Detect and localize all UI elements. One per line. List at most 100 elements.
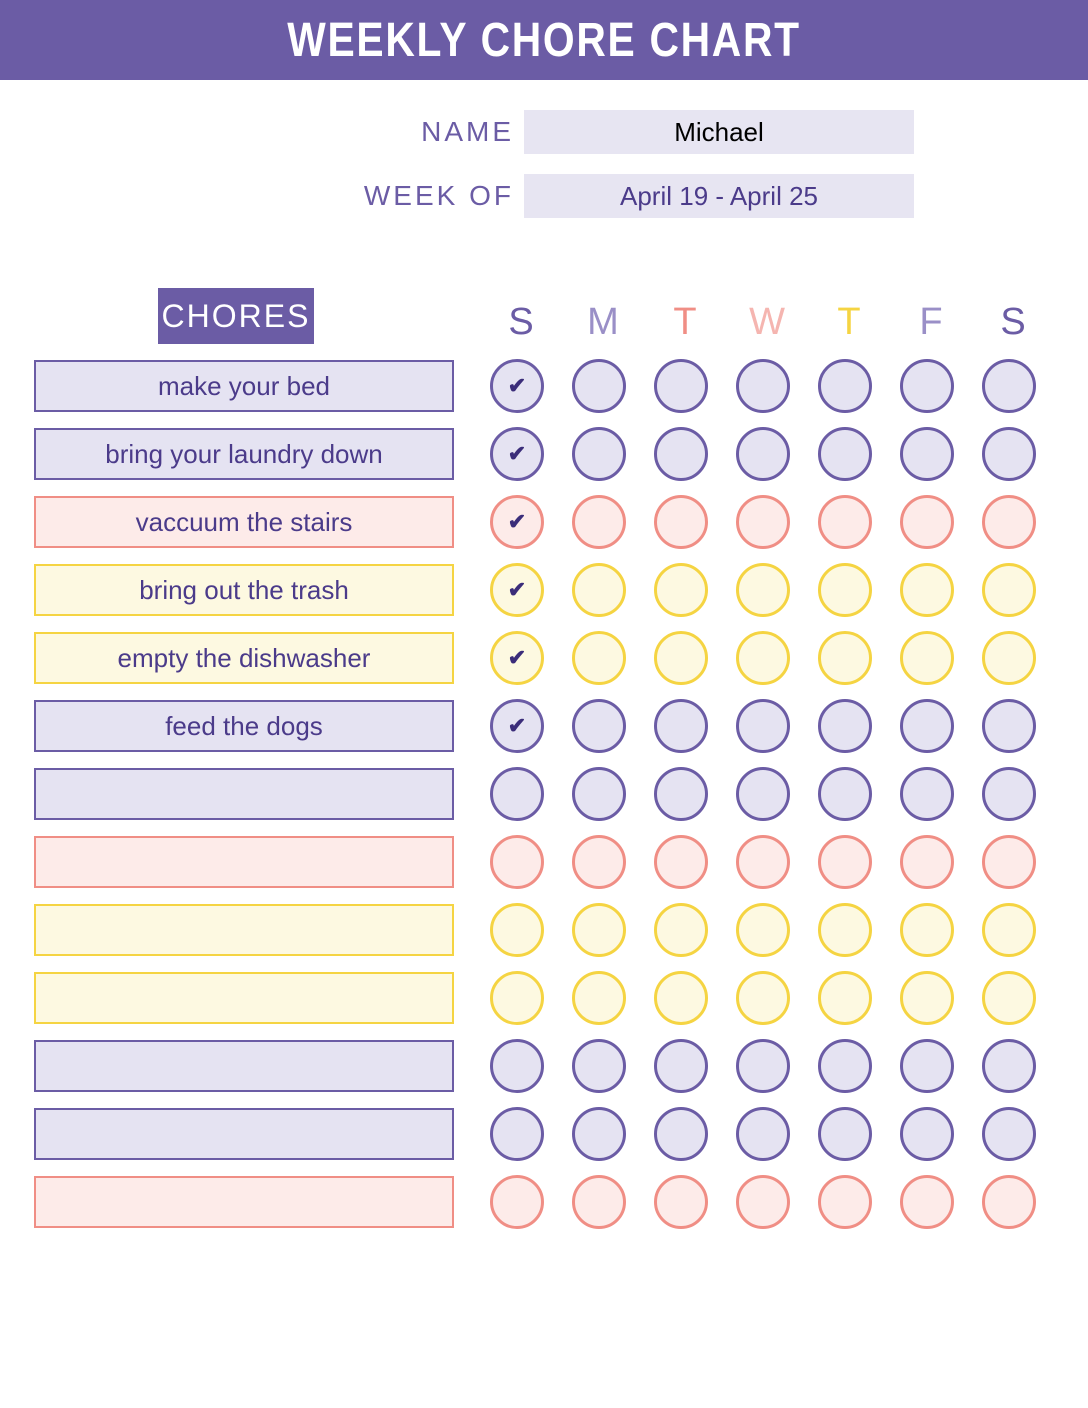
chore-checkbox[interactable] <box>654 495 708 549</box>
chore-checkbox[interactable] <box>572 1175 626 1229</box>
chore-checkbox[interactable] <box>818 495 872 549</box>
chore-checkbox[interactable] <box>818 699 872 753</box>
chore-checkbox[interactable] <box>818 903 872 957</box>
chore-checkbox[interactable] <box>982 699 1036 753</box>
chore-checkbox[interactable] <box>900 631 954 685</box>
chore-checkbox[interactable] <box>572 1107 626 1161</box>
chore-checkbox[interactable] <box>736 699 790 753</box>
chore-checkbox[interactable] <box>654 359 708 413</box>
chore-checkbox[interactable]: ✔ <box>490 699 544 753</box>
chore-label[interactable]: make your bed <box>34 360 454 412</box>
chore-checkbox[interactable] <box>572 495 626 549</box>
chore-checkbox[interactable] <box>900 1107 954 1161</box>
chore-checkbox[interactable] <box>572 767 626 821</box>
chore-checkbox[interactable] <box>982 1175 1036 1229</box>
chore-label[interactable]: bring your laundry down <box>34 428 454 480</box>
chore-checkbox[interactable] <box>818 835 872 889</box>
chore-checkbox[interactable] <box>736 1107 790 1161</box>
chore-checkbox[interactable] <box>572 699 626 753</box>
chore-checkbox[interactable] <box>818 563 872 617</box>
chore-checkbox[interactable] <box>736 359 790 413</box>
chore-checkbox[interactable] <box>982 631 1036 685</box>
chore-checkbox[interactable] <box>736 767 790 821</box>
chore-checkbox[interactable] <box>900 767 954 821</box>
chore-checkbox[interactable] <box>654 1039 708 1093</box>
chore-checkbox[interactable] <box>736 1175 790 1229</box>
chore-checkbox[interactable] <box>572 835 626 889</box>
chore-checkbox[interactable] <box>736 835 790 889</box>
chore-checkbox[interactable] <box>490 1039 544 1093</box>
chore-checkbox[interactable] <box>736 427 790 481</box>
chore-checkbox[interactable] <box>900 427 954 481</box>
chore-checkbox[interactable] <box>654 631 708 685</box>
chore-checkbox[interactable] <box>654 767 708 821</box>
chore-checkbox[interactable] <box>490 971 544 1025</box>
chore-checkbox[interactable] <box>572 903 626 957</box>
chore-label[interactable] <box>34 904 454 956</box>
chore-checkbox[interactable] <box>572 359 626 413</box>
chore-label[interactable] <box>34 1176 454 1228</box>
chore-checkbox[interactable] <box>654 699 708 753</box>
chore-checkbox[interactable] <box>654 563 708 617</box>
chore-checkbox[interactable] <box>900 1039 954 1093</box>
chore-checkbox[interactable] <box>900 835 954 889</box>
chore-label[interactable]: vaccuum the stairs <box>34 496 454 548</box>
chore-checkbox[interactable] <box>736 563 790 617</box>
chore-label[interactable] <box>34 972 454 1024</box>
name-value-field[interactable]: Michael <box>524 110 914 154</box>
chore-checkbox[interactable] <box>818 767 872 821</box>
chore-checkbox[interactable] <box>654 427 708 481</box>
chore-checkbox[interactable] <box>818 1175 872 1229</box>
chore-checkbox[interactable] <box>818 1107 872 1161</box>
chore-checkbox[interactable]: ✔ <box>490 563 544 617</box>
chore-checkbox[interactable]: ✔ <box>490 495 544 549</box>
chore-checkbox[interactable] <box>982 359 1036 413</box>
chore-checkbox[interactable] <box>982 1107 1036 1161</box>
chore-checkbox[interactable] <box>654 971 708 1025</box>
chore-checkbox[interactable] <box>654 1107 708 1161</box>
chore-checkbox[interactable] <box>572 563 626 617</box>
chore-checkbox[interactable] <box>490 1107 544 1161</box>
chore-checkbox[interactable] <box>490 1175 544 1229</box>
chore-checkbox[interactable] <box>900 495 954 549</box>
chore-checkbox[interactable] <box>982 563 1036 617</box>
chore-checkbox[interactable] <box>818 971 872 1025</box>
chore-checkbox[interactable] <box>900 699 954 753</box>
chore-checkbox[interactable] <box>654 1175 708 1229</box>
chore-checkbox[interactable] <box>736 1039 790 1093</box>
chore-checkbox[interactable] <box>900 359 954 413</box>
chore-checkbox[interactable] <box>490 767 544 821</box>
chore-checkbox[interactable] <box>982 767 1036 821</box>
chore-checkbox[interactable] <box>736 903 790 957</box>
chore-checkbox[interactable] <box>736 631 790 685</box>
chore-checkbox[interactable] <box>490 903 544 957</box>
chore-checkbox[interactable] <box>654 903 708 957</box>
chore-label[interactable] <box>34 836 454 888</box>
chore-checkbox[interactable] <box>572 1039 626 1093</box>
chore-checkbox[interactable] <box>982 903 1036 957</box>
chore-label[interactable] <box>34 1040 454 1092</box>
chore-checkbox[interactable] <box>818 631 872 685</box>
week-value-field[interactable]: April 19 - April 25 <box>524 174 914 218</box>
chore-checkbox[interactable] <box>736 971 790 1025</box>
chore-checkbox[interactable]: ✔ <box>490 427 544 481</box>
chore-checkbox[interactable] <box>900 563 954 617</box>
chore-checkbox[interactable] <box>900 971 954 1025</box>
chore-checkbox[interactable] <box>654 835 708 889</box>
chore-checkbox[interactable] <box>900 1175 954 1229</box>
chore-checkbox[interactable] <box>982 427 1036 481</box>
chore-label[interactable]: empty the dishwasher <box>34 632 454 684</box>
chore-checkbox[interactable] <box>572 427 626 481</box>
chore-label[interactable]: feed the dogs <box>34 700 454 752</box>
chore-checkbox[interactable] <box>900 903 954 957</box>
chore-label[interactable]: bring out the trash <box>34 564 454 616</box>
chore-label[interactable] <box>34 768 454 820</box>
chore-checkbox[interactable] <box>490 835 544 889</box>
chore-checkbox[interactable] <box>818 359 872 413</box>
chore-checkbox[interactable]: ✔ <box>490 359 544 413</box>
chore-checkbox[interactable] <box>736 495 790 549</box>
chore-checkbox[interactable] <box>982 1039 1036 1093</box>
chore-checkbox[interactable] <box>572 971 626 1025</box>
chore-checkbox[interactable]: ✔ <box>490 631 544 685</box>
chore-checkbox[interactable] <box>818 1039 872 1093</box>
